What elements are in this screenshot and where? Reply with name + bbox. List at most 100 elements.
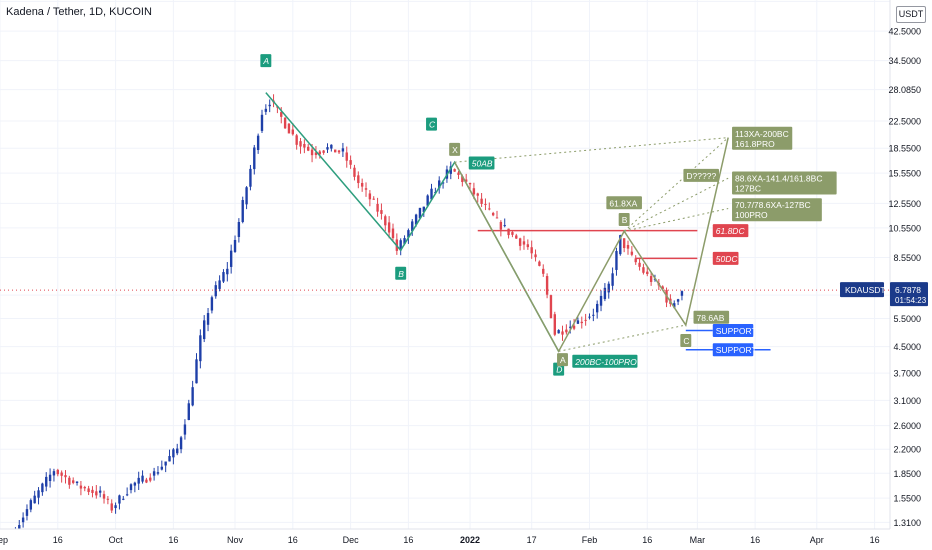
candle-body [634,258,637,263]
chart-title: Kadena / Tether, 1D, KUCOIN [6,6,152,18]
candle-body [56,469,59,475]
candle-body [588,316,591,318]
candle-body [179,437,183,450]
annotation-label: 127BC [735,183,761,193]
price-tick-label: 28.0850 [888,85,921,95]
annotation-label-bg [712,224,749,238]
candle-body [461,176,464,182]
candle-body [449,166,452,174]
time-tick-label: 16 [288,535,298,545]
annotation-label-bg [732,171,837,195]
time-tick-label: 16 [53,535,63,545]
annotation-label: C [429,120,436,130]
candle-body [426,195,429,206]
time-tick-label: 16 [168,535,178,545]
price-tick-label: 3.7000 [893,369,921,379]
candle-body [438,180,441,189]
candle-body [83,487,86,489]
candle-body [295,135,298,145]
time-tick-label: 16 [642,535,652,545]
price-tick-label: 2.6000 [893,421,921,431]
candle-body [203,320,206,340]
annotation-label: B [622,215,628,225]
candle-body [646,271,649,275]
candle-body [199,335,202,362]
candle-body [515,235,518,239]
time-axis[interactable]: Sep 16 Oct 16 Nov 16 Dec 16 2022 17 Feb 16 Mar 16 Apr 1… [0,528,932,550]
candle-body [372,198,375,200]
candle-body [122,498,125,500]
candle-body [530,247,533,254]
price-tick-label: 34.5000 [888,56,921,66]
candle-body [187,403,190,421]
candle-body [349,160,352,165]
candle-body [110,503,113,511]
candle-body [118,495,121,504]
currency-button[interactable]: USDT [896,6,926,23]
candle-body [334,149,337,153]
candle-body [233,239,237,252]
candle-body [91,489,94,493]
price-axis[interactable]: 42.5000 34.5000 28.0850 22.5000 18.5500 15.55… [888,0,932,550]
annotation-label-bg [606,196,642,210]
time-tick-label: Oct [109,535,124,545]
annotation-label-bg [618,212,630,226]
annotation-label-bg [426,117,437,131]
candle-body [314,152,318,155]
candle-body [680,291,684,296]
candle-body [457,172,460,175]
candle-body [472,188,476,195]
candle-body [195,359,198,384]
candle-body [642,267,645,273]
annotation-label-bg [712,251,739,265]
candle-body [18,525,21,529]
candle-body [33,495,36,504]
annotation-label: B [398,269,404,279]
annotation-label-bg [572,354,638,368]
candle-body [156,472,160,474]
annotation-label: D????? [686,171,716,181]
candle-body [79,485,83,489]
annotation-label-bg [557,353,568,367]
price-tick-label: 15.5500 [888,169,921,179]
candle-body [545,276,549,295]
candle-body [453,169,456,172]
candle-body [676,299,680,302]
candle-body [337,150,341,153]
annotation-label: 78.6AB [697,313,725,323]
time-tick-label: 17 [527,535,537,545]
candle-body [622,238,626,249]
annotation-label-bg [260,54,272,68]
price-tick-label: 12.5500 [888,199,921,209]
annotation-label-bg [732,198,822,222]
annotations: A B C D X 50AB A 200BC-100PRO B 61.8XA D????? 78.6A… [260,54,837,376]
projection-line [558,324,686,352]
candle-body [422,206,426,212]
candle-body [133,482,137,486]
candle-body [168,455,171,462]
time-tick-label: 2022 [460,535,480,545]
candle-body [511,232,514,235]
time-tick-label: 16 [750,535,760,545]
candle-body [68,477,71,485]
time-axis-bg [0,529,932,550]
candle-body [160,466,164,470]
candle-body [237,222,241,237]
candle-body [222,272,225,282]
candle-body [95,491,98,496]
candle-body [191,387,194,406]
candle-body [218,280,221,289]
candle-body [595,303,599,313]
candle-body [129,484,133,491]
time-tick-label: Nov [227,535,244,545]
candle-body [561,331,564,335]
candle-body [584,319,587,321]
candle-body [649,276,653,282]
candle-body [21,517,25,523]
candle-body [102,494,106,499]
price-tick-label: 8.5500 [893,253,921,263]
candle-body [260,114,264,131]
last-price-value: 6.7878 [895,285,921,295]
candle-body [488,208,491,210]
